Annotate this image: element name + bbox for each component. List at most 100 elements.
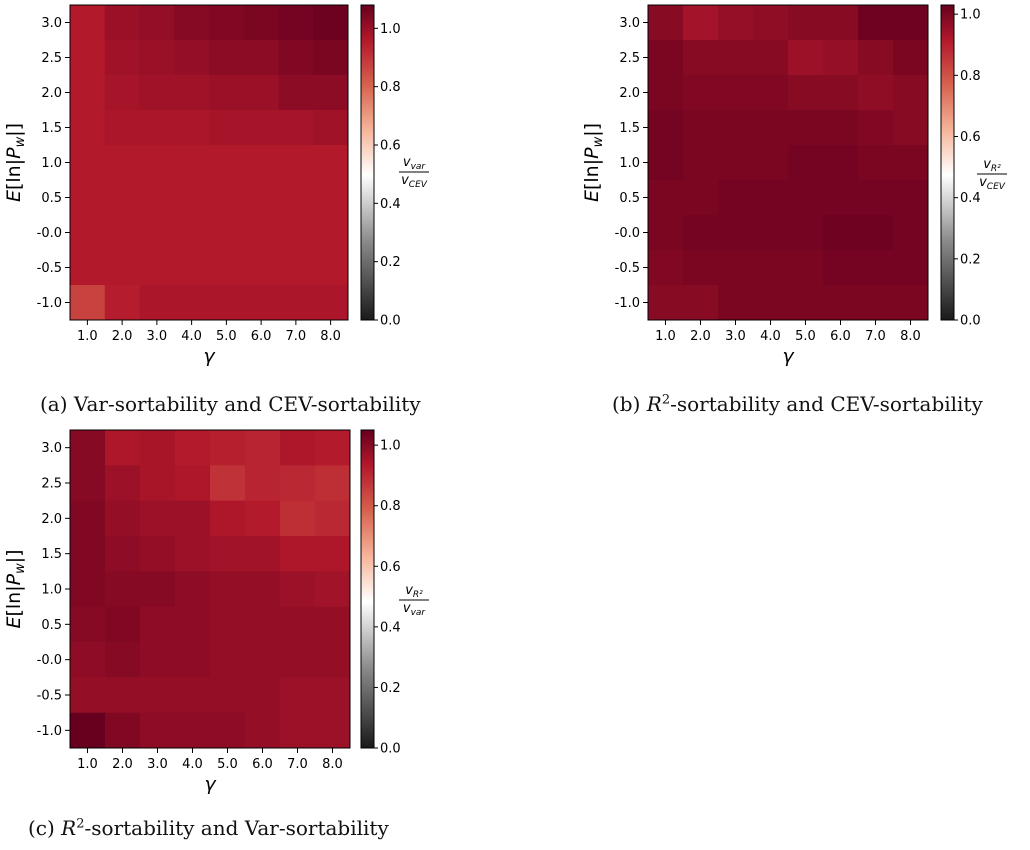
heatmap-cell — [70, 606, 106, 643]
colorbar-label-numerator: vR² — [405, 583, 423, 600]
y-tick-label: -1.0 — [615, 296, 640, 311]
heatmap-cell — [139, 5, 175, 41]
caption-c: (c) R2-sortability and Var-sortability — [28, 816, 389, 840]
caption-c-sup: 2 — [76, 816, 85, 832]
heatmap-cell — [753, 215, 789, 251]
heatmap-cell — [174, 5, 210, 41]
heatmap-cell — [718, 215, 754, 251]
heatmap-cell — [315, 642, 351, 678]
heatmap-cell — [70, 571, 106, 608]
heatmap-cell — [174, 110, 210, 146]
heatmap-cell — [209, 285, 245, 321]
colorbar-label-denominator: vCEV — [401, 173, 428, 190]
heatmap-cell — [313, 180, 349, 216]
heatmap-cell — [245, 536, 281, 572]
caption-c-var: R — [61, 816, 77, 840]
colorbar-label-numerator: vR² — [983, 157, 1001, 174]
heatmap-cell — [209, 75, 245, 111]
heatmap-cell — [104, 250, 140, 286]
heatmap-cell — [70, 110, 106, 146]
heatmap-cell — [648, 5, 684, 41]
heatmap-cell — [175, 465, 211, 502]
colorbar-tick-label: 1.0 — [960, 8, 981, 23]
heatmap-cell — [140, 500, 176, 537]
heatmap-cell — [243, 75, 279, 111]
heatmap-cell — [718, 285, 754, 321]
x-tick-label: 7.0 — [287, 757, 308, 772]
heatmap-cell — [648, 215, 684, 251]
heatmap-cell — [174, 145, 210, 181]
heatmap-cells — [70, 5, 349, 321]
heatmap-cell — [315, 571, 351, 608]
heatmap-cell — [858, 5, 894, 41]
heatmap-cell — [278, 180, 314, 216]
heatmap-cell — [70, 5, 106, 41]
heatmap-cell — [243, 250, 279, 286]
heatmap-cell — [315, 536, 351, 572]
heatmap-cell — [105, 712, 141, 749]
x-tick-label: 3.0 — [725, 329, 746, 344]
colorbar-tick-label: 0.2 — [380, 681, 401, 696]
y-axis-label: E[ln|Pw|] — [3, 549, 28, 628]
caption-b-sup: 2 — [661, 392, 671, 408]
colorbar-tick-label: 0.6 — [960, 130, 981, 145]
y-tick-label: 3.0 — [41, 441, 62, 456]
heatmap-cell — [313, 75, 349, 111]
heatmap-cell — [313, 110, 349, 146]
heatmap-cell — [313, 5, 349, 41]
heatmap-cells — [648, 5, 929, 321]
y-tick-label: 1.0 — [619, 156, 640, 171]
heatmap-cell — [683, 180, 719, 216]
colorbar-tick-label: 0.6 — [380, 139, 401, 154]
heatmap-cell — [105, 606, 141, 643]
colorbar-tick-label: 0.6 — [380, 560, 401, 575]
heatmap-cell — [139, 180, 175, 216]
heatmap-cell — [753, 285, 789, 321]
heatmap-cell — [140, 536, 176, 572]
heatmap-cell — [104, 145, 140, 181]
heatmap-cell — [70, 250, 106, 286]
heatmap-cell — [788, 145, 824, 181]
heatmap-cell — [139, 110, 175, 146]
heatmap-cell — [753, 5, 789, 41]
heatmap-cell — [718, 250, 754, 286]
heatmap-cell — [70, 536, 106, 572]
colorbar-tick-label: 0.8 — [960, 69, 981, 84]
x-tick-label: 2.0 — [112, 757, 133, 772]
y-tick-label: 2.0 — [41, 86, 62, 101]
heatmap-cell — [858, 180, 894, 216]
heatmap-cell — [70, 500, 106, 537]
heatmap-cell — [858, 145, 894, 181]
x-tick-label: 8.0 — [320, 329, 341, 344]
y-axis-label: E[ln|Pw|] — [581, 123, 606, 202]
heatmap-cell — [823, 180, 859, 216]
caption-b-var: R — [646, 392, 662, 416]
heatmap-cell — [753, 40, 789, 76]
heatmap-cell — [313, 215, 349, 251]
heatmap-cell — [140, 677, 176, 714]
x-tick-label: 6.0 — [251, 329, 272, 344]
heatmap-cell — [280, 571, 316, 608]
heatmap-cell — [788, 215, 824, 251]
heatmap-cell — [175, 712, 211, 749]
heatmap-cell — [140, 430, 176, 466]
y-tick-label: -1.0 — [37, 724, 62, 739]
heatmap-cell — [210, 536, 246, 572]
heatmap-cell — [753, 75, 789, 111]
heatmap-cell — [243, 215, 279, 251]
heatmap-cell — [139, 145, 175, 181]
heatmap-cell — [209, 110, 245, 146]
x-tick-label: 4.0 — [760, 329, 781, 344]
x-tick-label: 7.0 — [865, 329, 886, 344]
colorbar — [360, 429, 375, 749]
heatmap-panel-a: 3.0 2.5 2.0 1.5 1.0 0.5 -0.0 -0.5 -1.0 1.0 2.0 3.0 4… — [3, 4, 429, 367]
colorbar-tick-label: 0.0 — [380, 314, 401, 329]
heatmap-cell — [683, 40, 719, 76]
heatmap-cell — [858, 75, 894, 111]
y-tick-label: 3.0 — [619, 16, 640, 31]
heatmap-cell — [858, 215, 894, 251]
heatmap-cell — [209, 145, 245, 181]
heatmap-cell — [718, 40, 754, 76]
heatmap-cell — [280, 642, 316, 678]
y-tick-label: 1.0 — [41, 156, 62, 171]
